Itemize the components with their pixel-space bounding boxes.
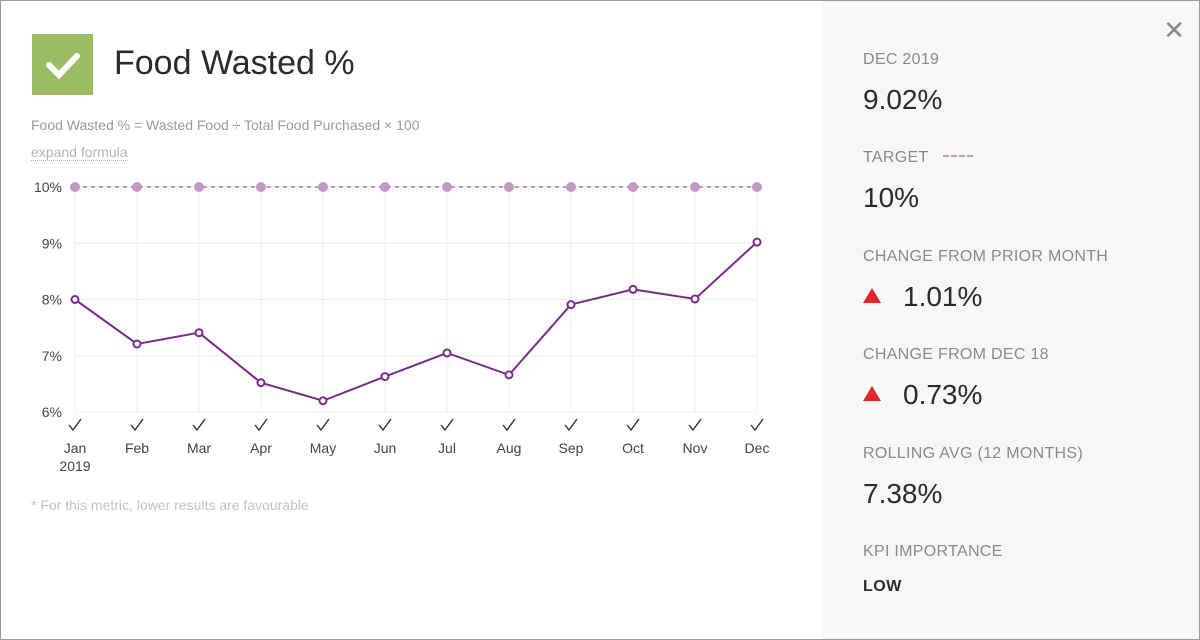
footnote: * For this metric, lower results are fav…	[31, 497, 309, 513]
x-tick-label: Feb	[125, 440, 149, 456]
data-point	[318, 396, 328, 406]
target-point	[504, 182, 514, 192]
target-point	[566, 182, 576, 192]
x-tick-label: May	[310, 440, 336, 456]
data-point	[504, 370, 514, 380]
target-value: 10%	[863, 182, 920, 213]
data-point	[628, 284, 638, 294]
line-chart: 6% 7% 8% 9% 10% Jan Feb Mar Apr May Jun Jul Aug Sep Oc…	[34, 179, 770, 474]
up-arrow-icon	[863, 288, 881, 303]
target-dash-icon	[942, 155, 973, 157]
x-year-label: 2019	[59, 458, 90, 474]
x-tick-label: Dec	[745, 440, 770, 456]
data-point	[566, 300, 576, 310]
x-tick-label: Nov	[683, 440, 708, 456]
target-point	[628, 182, 638, 192]
target-point	[690, 182, 700, 192]
y-tick-label: 10%	[34, 179, 62, 195]
x-tick-label: Jun	[374, 440, 397, 456]
check-icon	[688, 418, 702, 432]
y-tick-label: 8%	[42, 292, 62, 308]
status-badge	[32, 34, 93, 95]
check-icon	[378, 418, 392, 432]
data-point	[70, 295, 80, 304]
target-point	[442, 182, 452, 192]
rolling-avg-label: ROLLING AVG (12 MONTHS)	[863, 445, 1083, 462]
y-tick-label: 9%	[42, 235, 62, 251]
prior-year-value: 0.73%	[903, 379, 983, 410]
data-point	[132, 339, 142, 349]
check-icon	[192, 418, 206, 432]
expand-formula-link[interactable]: expand formula	[31, 144, 128, 161]
x-tick-label: Aug	[497, 440, 522, 456]
y-tick-label: 7%	[42, 348, 62, 364]
check-icon	[68, 418, 82, 432]
data-point	[690, 294, 700, 304]
target-label-text: TARGET	[863, 149, 929, 166]
check-icon	[626, 418, 640, 432]
importance-label: KPI IMPORTANCE	[863, 543, 1003, 560]
period-label: DEC 2019	[863, 51, 940, 68]
x-tick-label: Jul	[438, 440, 456, 456]
data-point	[752, 237, 762, 247]
target-point	[132, 182, 142, 192]
importance-value: LOW	[863, 578, 902, 595]
x-tick-label: Jan	[64, 440, 87, 456]
x-tick-label: Apr	[250, 440, 272, 456]
target-label: TARGET	[863, 149, 973, 167]
period-value: 9.02%	[863, 84, 943, 115]
x-tick-label: Mar	[187, 440, 211, 456]
target-point	[380, 182, 390, 192]
prior-month-value: 1.01%	[903, 281, 983, 312]
formula-text: Food Wasted % = Wasted Food ÷ Total Food…	[31, 117, 420, 133]
target-point	[256, 182, 266, 192]
prior-month-change: 1.01%	[863, 281, 982, 313]
check-icon	[46, 53, 80, 80]
target-point	[752, 182, 762, 192]
target-point	[194, 182, 204, 192]
check-icon	[316, 418, 330, 432]
target-point	[318, 182, 328, 192]
y-tick-label: 6%	[42, 404, 62, 420]
x-tick-label: Sep	[559, 440, 584, 456]
check-icon	[502, 418, 516, 432]
close-icon[interactable]: ✕	[1163, 15, 1185, 45]
prior-month-label: CHANGE FROM PRIOR MONTH	[863, 248, 1109, 265]
x-tick-label: Oct	[622, 440, 644, 456]
up-arrow-icon	[863, 386, 881, 401]
data-point	[194, 328, 204, 338]
series-line	[74, 241, 758, 402]
check-icon	[130, 418, 144, 432]
data-point	[380, 372, 390, 382]
check-icon	[440, 418, 454, 432]
data-point	[256, 378, 266, 388]
check-icon	[254, 418, 268, 432]
data-point	[442, 348, 452, 358]
summary-panel: ✕ DEC 2019 9.02% TARGET 10% CHANGE FROM …	[822, 1, 1199, 639]
target-point	[70, 182, 80, 192]
check-icon	[750, 418, 764, 432]
prior-year-change: 0.73%	[863, 379, 982, 411]
page-title: Food Wasted %	[114, 44, 355, 82]
rolling-avg-value: 7.38%	[863, 478, 943, 509]
prior-year-label: CHANGE FROM DEC 18	[863, 346, 1049, 363]
check-icon	[564, 418, 578, 432]
